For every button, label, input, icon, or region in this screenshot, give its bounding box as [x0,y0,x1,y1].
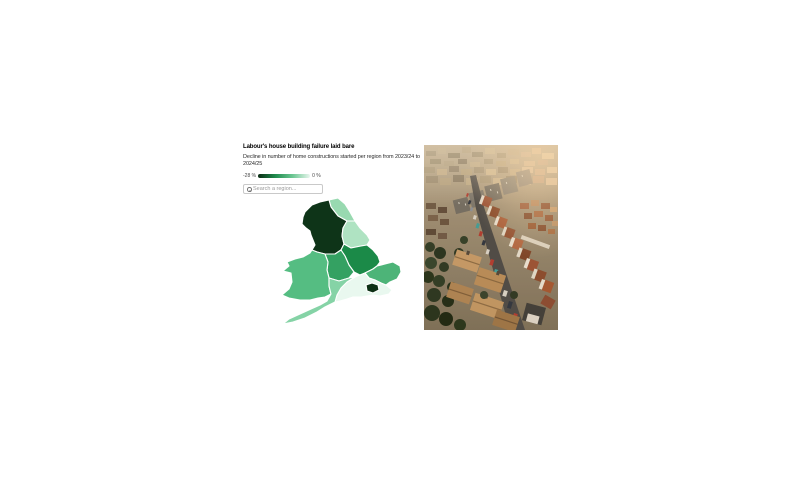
region-wales[interactable]: Wales (-12 %) [281,249,332,301]
legend-min-label: -28 % [243,173,257,179]
infographic-header: Labour's house building failure laid bar… [243,144,429,194]
region-search[interactable] [243,184,323,194]
warm-tint [424,145,558,330]
legend-max-label: 0 % [312,173,321,179]
search-input[interactable] [253,186,319,192]
page-title: Labour's house building failure laid bar… [243,144,355,150]
search-icon [247,187,252,192]
region-yorkshire-and-the-humber[interactable]: Yorkshire and the Humber (-6 %) [341,220,371,249]
page-subtitle: Decline in number of home constructions … [243,154,420,167]
legend-gradient-bar [258,174,311,178]
aerial-photo-image [424,145,558,330]
region-south-west[interactable]: South West (-9 %) [282,276,356,325]
aerial-photo [424,145,558,330]
sunlight-glow [424,145,558,330]
region-map[interactable]: North East (-8 %)North West (-28 %)Yorks… [265,190,410,330]
region-london[interactable]: London (-27 %) [365,282,380,294]
color-legend: -28 % 0 % [243,173,429,179]
